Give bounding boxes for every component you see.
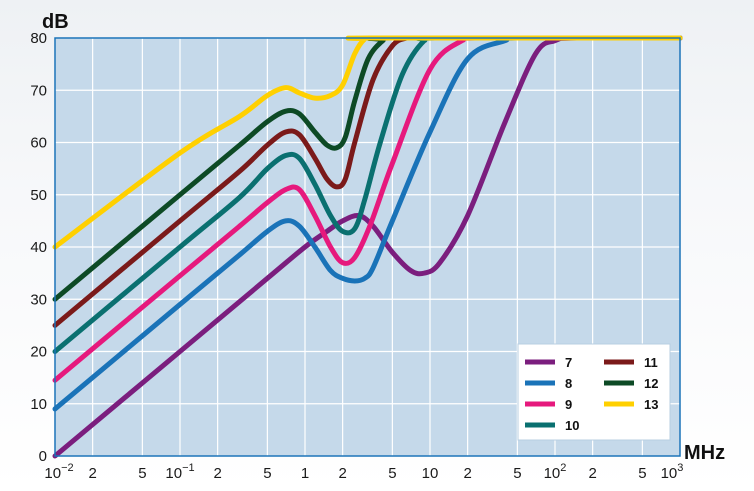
- y-tick-label: 40: [30, 239, 47, 256]
- x-tick-label: 2: [88, 465, 96, 482]
- x-tick-exponent: 3: [677, 462, 683, 474]
- y-tick-label: 70: [30, 82, 47, 99]
- x-tick-label: 5: [638, 465, 646, 482]
- legend-label-11: 11: [644, 355, 658, 370]
- plot-frame: [54, 37, 681, 457]
- x-tick-label: 5: [138, 465, 146, 482]
- legend-label-8: 8: [565, 376, 572, 391]
- y-tick-label: 60: [30, 135, 47, 152]
- x-tick-label: 10−2: [44, 462, 73, 482]
- y-tick-label: 0: [39, 448, 47, 465]
- x-tick-base: 10: [544, 465, 561, 482]
- y-tick-label: 50: [30, 187, 47, 204]
- x-tick-label: 2: [338, 465, 346, 482]
- x-tick-label: 10: [422, 465, 439, 482]
- x-tick-label: 10−1: [165, 462, 194, 482]
- series-line-7: [52, 35, 683, 459]
- x-tick-label: 2: [588, 465, 596, 482]
- x-tick-label: 5: [513, 465, 521, 482]
- x-axis: 10−2 2 5 10−1 2 5 1 2 5 10 2 5 102 2 5 103: [44, 462, 683, 482]
- x-tick-label: 5: [388, 465, 396, 482]
- series-line-9: [52, 35, 683, 383]
- y-tick-label: 80: [30, 30, 47, 47]
- x-tick-label: 1: [301, 465, 309, 482]
- legend-label-7: 7: [565, 355, 572, 370]
- x-tick-label: 103: [661, 462, 684, 482]
- x-tick-label: 5: [263, 465, 271, 482]
- legend-label-13: 13: [644, 397, 658, 412]
- x-tick-exponent: 2: [560, 462, 566, 474]
- x-axis-label: MHz: [684, 442, 725, 464]
- x-tick-exponent: −2: [61, 462, 74, 474]
- x-tick-label: 2: [463, 465, 471, 482]
- x-tick-base: 10: [165, 465, 182, 482]
- legend-label-10: 10: [565, 418, 579, 433]
- x-tick-exponent: −1: [182, 462, 195, 474]
- series-line-8: [52, 35, 683, 412]
- y-axis: 0 10 20 30 40 50 60 70 80: [30, 30, 47, 465]
- y-tick-label: 10: [30, 396, 47, 413]
- x-tick-base: 10: [44, 465, 61, 482]
- y-tick-label: 20: [30, 344, 47, 361]
- x-tick-base: 10: [661, 465, 678, 482]
- y-axis-label: dB: [42, 11, 69, 33]
- legend-label-12: 12: [644, 376, 658, 391]
- legend-label-9: 9: [565, 397, 572, 412]
- y-tick-label: 30: [30, 291, 47, 308]
- x-tick-label: 2: [213, 465, 221, 482]
- legend: 7 8 9 10 11 12 13: [517, 343, 671, 441]
- x-tick-label: 102: [544, 462, 567, 482]
